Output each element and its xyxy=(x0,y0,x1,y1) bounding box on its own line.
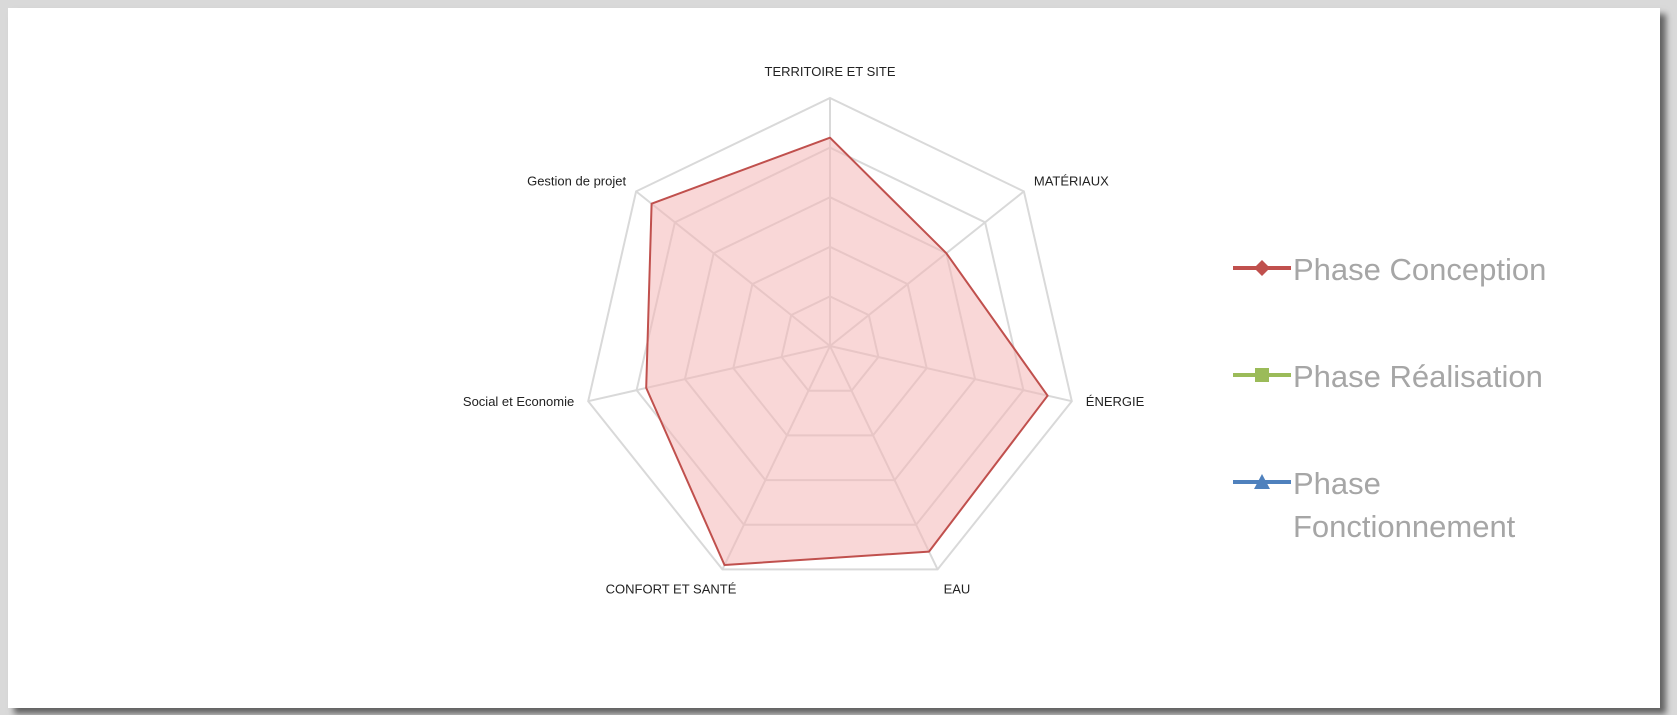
axis-label: CONFORT ET SANTÉ xyxy=(606,581,737,596)
legend-label-conception: Phase Conception xyxy=(1293,252,1547,287)
axis-label: EAU xyxy=(944,581,971,596)
legend-item-realisation[interactable]: Phase Réalisation xyxy=(1233,355,1653,462)
legend-label-fonctionnement: Phase Fonctionnement xyxy=(1293,466,1516,544)
radar-chart: TERRITOIRE ET SITE MATÉRIAUX ÉNERGIE EAU CON… xyxy=(463,64,1145,596)
legend: Phase Conception Phase Réalisation Phase… xyxy=(1233,248,1653,569)
axis-label: ÉNERGIE xyxy=(1086,394,1145,409)
axis-label: TERRITOIRE ET SITE xyxy=(765,64,896,79)
legend-item-conception[interactable]: Phase Conception xyxy=(1233,248,1653,355)
axis-label: Gestion de projet xyxy=(527,173,626,188)
diamond-marker-icon xyxy=(1233,260,1291,276)
legend-item-fonctionnement[interactable]: Phase Fonctionnement xyxy=(1233,462,1653,569)
square-marker-icon xyxy=(1233,368,1291,382)
axis-label: Social et Economie xyxy=(463,394,574,409)
radar-series xyxy=(645,136,1049,566)
legend-label-realisation: Phase Réalisation xyxy=(1293,359,1543,394)
series-area-0[interactable] xyxy=(645,136,1049,566)
radar-axis-labels: TERRITOIRE ET SITE MATÉRIAUX ÉNERGIE EAU CON… xyxy=(463,64,1145,596)
chart-frame: TERRITOIRE ET SITE MATÉRIAUX ÉNERGIE EAU CON… xyxy=(8,8,1660,708)
axis-label: MATÉRIAUX xyxy=(1034,173,1109,188)
grid-ring xyxy=(587,96,1073,571)
triangle-marker-icon xyxy=(1233,474,1291,489)
